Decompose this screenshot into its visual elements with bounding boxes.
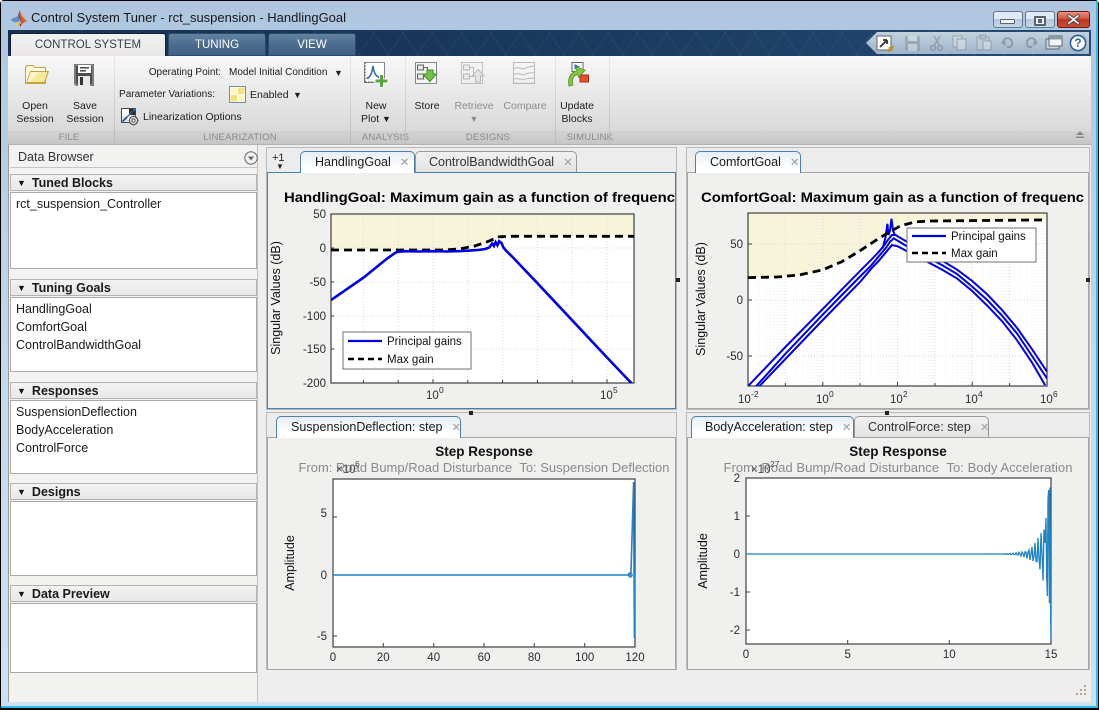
svg-text:-1: -1 — [730, 587, 740, 599]
svg-text:×10: ×10 — [751, 464, 771, 476]
svg-text:2: 2 — [903, 389, 908, 399]
svg-text:Max gain: Max gain — [387, 354, 434, 366]
svg-text:ComfortGoal: Maximum gain as a: ComfortGoal: Maximum gain as a function … — [701, 190, 1085, 205]
svg-text:-2: -2 — [730, 625, 740, 637]
svg-text:0: 0 — [743, 649, 749, 661]
svg-text:40: 40 — [427, 652, 440, 664]
svg-text:0: 0 — [321, 570, 327, 582]
svg-text:From: Road Bump/Road Disturban: From: Road Bump/Road Disturbance To: Sus… — [299, 461, 670, 475]
svg-text:10: 10 — [426, 390, 439, 402]
svg-text:-50: -50 — [726, 351, 743, 363]
svg-text:0: 0 — [734, 549, 740, 561]
svg-text:50: 50 — [313, 209, 326, 221]
svg-text:2: 2 — [734, 473, 740, 485]
svg-text:Max gain: Max gain — [951, 248, 998, 260]
svg-text:0: 0 — [737, 295, 743, 307]
svg-text:1: 1 — [734, 511, 740, 523]
svg-text:10: 10 — [965, 394, 978, 406]
svg-text:50: 50 — [730, 239, 743, 251]
svg-text:10: 10 — [816, 394, 829, 406]
svg-text:From: Road Bump/Road Disturban: From: Road Bump/Road Disturbance To: Bod… — [724, 461, 1073, 475]
svg-text:5: 5 — [844, 649, 850, 661]
svg-text:5: 5 — [613, 385, 618, 395]
svg-text:-2: -2 — [751, 389, 759, 399]
svg-text:0: 0 — [439, 385, 444, 395]
svg-text:Amplitude: Amplitude — [283, 535, 297, 591]
svg-text:×10: ×10 — [336, 464, 356, 476]
svg-text:Singular Values (dB): Singular Values (dB) — [694, 242, 708, 356]
svg-text:60: 60 — [478, 652, 491, 664]
svg-text:Principal gains: Principal gains — [951, 231, 1026, 243]
svg-text:100: 100 — [575, 652, 594, 664]
svg-text:HandlingGoal: Maximum gain as: HandlingGoal: Maximum gain as a function… — [284, 190, 675, 205]
svg-text:0: 0 — [320, 243, 326, 255]
svg-text:10: 10 — [890, 394, 903, 406]
svg-text:Step Response: Step Response — [435, 444, 533, 459]
svg-text:Step Response: Step Response — [849, 444, 947, 459]
svg-text:20: 20 — [377, 652, 390, 664]
svg-text:80: 80 — [528, 652, 541, 664]
svg-text:?: ? — [1074, 38, 1081, 50]
svg-text:0: 0 — [829, 389, 834, 399]
svg-text:120: 120 — [625, 652, 644, 664]
svg-text:-150: -150 — [303, 344, 326, 356]
svg-text:6: 6 — [355, 459, 360, 469]
svg-text:10: 10 — [1040, 394, 1053, 406]
svg-text:6: 6 — [1053, 389, 1058, 399]
svg-text:10: 10 — [600, 390, 613, 402]
svg-text:Amplitude: Amplitude — [696, 533, 710, 589]
svg-text:-100: -100 — [303, 311, 326, 323]
svg-text:27: 27 — [770, 459, 780, 469]
svg-text:10: 10 — [738, 394, 751, 406]
svg-text:-50: -50 — [309, 277, 326, 289]
svg-text:Principal gains: Principal gains — [387, 336, 462, 348]
svg-text:10: 10 — [943, 649, 956, 661]
svg-text:5: 5 — [321, 508, 327, 520]
svg-text:15: 15 — [1045, 649, 1058, 661]
svg-text:Singular Values (dB): Singular Values (dB) — [269, 241, 283, 355]
svg-text:0: 0 — [330, 652, 336, 664]
svg-text:-5: -5 — [317, 631, 327, 643]
svg-text:-200: -200 — [303, 378, 326, 390]
svg-text:4: 4 — [978, 389, 983, 399]
